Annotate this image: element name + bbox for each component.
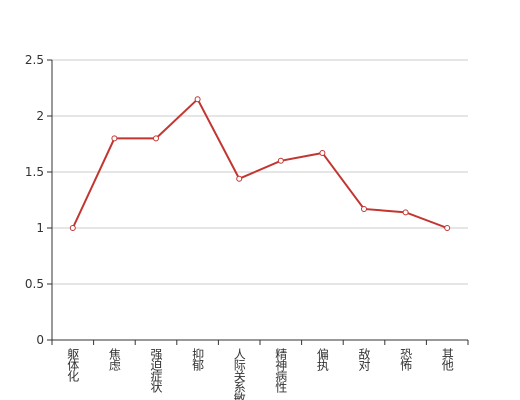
point xyxy=(194,96,201,103)
x-tick-label: 焦虑 xyxy=(107,348,121,371)
x-tick-label: 人际关系敏感 xyxy=(232,348,246,400)
x-tick-label: 其他 xyxy=(440,348,454,371)
point xyxy=(236,175,243,182)
x-tick-label: 精神病性 xyxy=(274,348,288,394)
point xyxy=(319,149,326,156)
y-tick-label: 2.5 xyxy=(25,53,44,67)
y-tick-label: 0.5 xyxy=(25,277,44,291)
point xyxy=(153,135,159,142)
x-tick-label: 躯体化 xyxy=(66,347,80,383)
x-tick-label: 恐怖 xyxy=(399,348,413,371)
point xyxy=(111,135,118,142)
x-tick-label: 强迫症状 xyxy=(149,348,163,393)
point xyxy=(402,209,409,216)
y-tick-label: 1 xyxy=(36,221,44,235)
y-tick-label: 1.5 xyxy=(25,165,44,179)
point xyxy=(69,225,76,231)
point xyxy=(444,225,451,231)
point xyxy=(277,157,284,164)
line xyxy=(71,97,448,229)
x-tick-label: 敌对 xyxy=(357,347,371,371)
y-tick-label: 2 xyxy=(36,109,44,123)
x-tick-label: 偏执 xyxy=(315,347,329,372)
y-tick-label: 0 xyxy=(36,333,44,347)
point xyxy=(361,205,367,212)
x-tick-label: 抑郁 xyxy=(191,347,205,372)
